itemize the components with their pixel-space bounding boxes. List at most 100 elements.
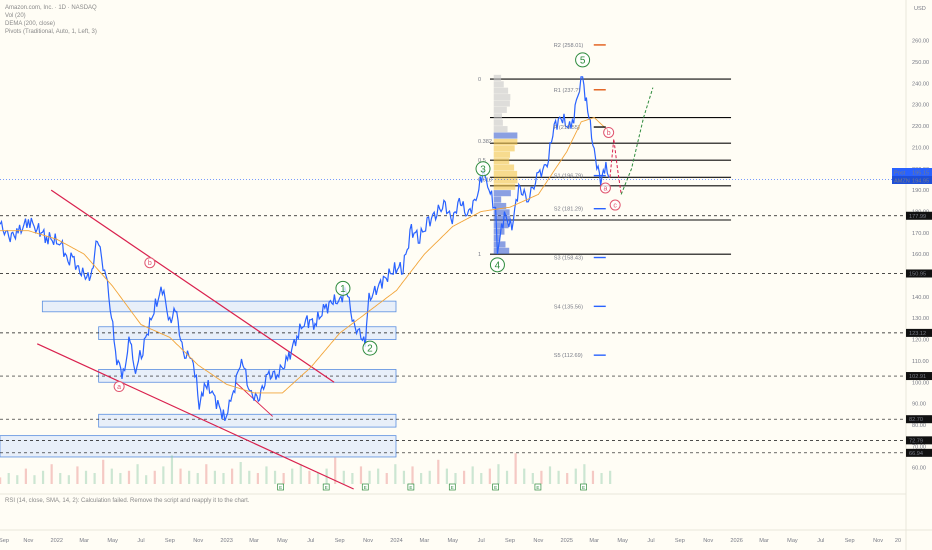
pivot-label: R2 (258.01) (554, 43, 584, 49)
earnings-marker (322, 483, 330, 491)
y-tick-label: 120.00 (912, 338, 929, 344)
price-label-box (906, 372, 932, 381)
profile-bar (493, 215, 511, 222)
volume-bar (102, 459, 105, 484)
profile-bar (493, 100, 510, 107)
profile-bar (493, 119, 503, 126)
wave-circle (113, 381, 125, 393)
wave-label: a (603, 185, 607, 192)
x-tick-label: Sep (505, 538, 515, 544)
rsi-error-text: RSI (14, close, SMA, 14, 2): Calculation… (5, 498, 250, 504)
earnings-letter: E (494, 485, 497, 490)
earnings-letter: E (582, 485, 585, 490)
volume-bar (454, 473, 457, 484)
indicator-vol[interactable]: Vol (20) (5, 13, 26, 19)
volume-bar (127, 470, 131, 484)
indicator-pivots[interactable]: Pivots (Traditional, Auto, 1, Left, 3) (5, 29, 97, 35)
price-label-text: 123.12 (909, 331, 926, 337)
x-tick-label: Jul (817, 538, 824, 544)
x-tick-label: 2025 (561, 538, 573, 544)
price-label-text: 102.91 (909, 374, 926, 380)
wave-label: b (607, 130, 611, 137)
wave-label: 2 (367, 344, 373, 355)
volume-bars (0, 453, 612, 484)
support-box-1 (41, 300, 397, 313)
y-tick-label: 90.00 (912, 402, 926, 408)
y-tick-label: 110.00 (912, 359, 929, 365)
profile-bar (493, 228, 505, 235)
earnings-marker (492, 483, 499, 491)
last-value: 194.95 (912, 179, 929, 185)
series-amzn (0, 76, 611, 422)
profile-bar (493, 209, 510, 216)
x-tick-label: Jul (307, 538, 314, 544)
x-tick-label: May (107, 538, 118, 544)
x-tick-label: 2022 (51, 538, 63, 544)
pivot-levels: R2 (258.01) R1 (237.?) P (219.55) S1 (196.7… (0, 43, 906, 359)
indicator-dema[interactable]: DEMA (200, close) (5, 21, 55, 27)
x-tick-label: 2023 (220, 538, 232, 544)
volume-bar (480, 473, 483, 484)
support-box-5 (0, 435, 397, 458)
profile-bar (493, 170, 518, 178)
volume-bar (67, 475, 70, 484)
price-label-box (906, 448, 932, 457)
y-tick-label: 250.00 (912, 60, 929, 66)
volume-bar (188, 470, 191, 484)
earnings-marker (407, 483, 415, 491)
volume-bar (222, 473, 225, 484)
volume-bar (16, 475, 19, 484)
y-tick-label: 220.00 (912, 124, 929, 130)
profile-bar (493, 132, 518, 139)
price-label-box (906, 436, 932, 445)
wave-circle (575, 52, 591, 68)
profile-bar (493, 247, 510, 254)
x-tick-label: 2026 (730, 538, 742, 544)
symbol-line: Amazon.com, Inc. · 1D · NASDAQ (5, 5, 97, 11)
volume-bar (7, 473, 10, 484)
pivot-label: R1 (237.?) (554, 88, 581, 94)
x-tick-label: Jul (137, 538, 144, 544)
y-tick-label: 70.00 (912, 444, 926, 450)
pivot-label: S4 (135.56) (554, 304, 583, 310)
volume-bar (497, 464, 500, 484)
x-tick-label: 2024 (390, 538, 402, 544)
channel-upper (50, 189, 335, 383)
wave-circle (144, 257, 156, 269)
profile-bar (493, 74, 502, 81)
wave-label: a (117, 384, 121, 391)
profile-bar (493, 87, 509, 94)
pivot-label: S1 (196.79) (554, 174, 583, 180)
volume-bar (505, 470, 509, 484)
x-tick-label: Sep (675, 538, 685, 544)
volume-bar (265, 466, 268, 484)
volume-bar (170, 455, 174, 484)
volume-bar (239, 462, 242, 484)
price-label-text: 72.79 (909, 438, 923, 444)
projection-paths (609, 87, 654, 195)
price-label-text: 177.99 (909, 214, 926, 220)
volume-bar (213, 470, 217, 484)
wave-label: 1 (340, 284, 346, 295)
x-tick-label: Nov (193, 538, 203, 544)
pivot-label: S2 (181.29) (554, 207, 583, 213)
volume-bar (291, 468, 294, 484)
wave-label: b (148, 260, 152, 267)
profile-bar (493, 81, 504, 88)
wave-circle (489, 257, 505, 273)
volume-bar (351, 473, 354, 484)
wave-label: 4 (495, 260, 501, 271)
volume-bar (574, 468, 577, 484)
profile-bar (493, 113, 502, 120)
fib-label: 1 (478, 252, 481, 258)
volume-bar (308, 470, 311, 484)
x-tick-label: Nov (23, 538, 33, 544)
x-tick-label: Mar (79, 538, 89, 544)
y-tick-label: 240.00 (912, 81, 929, 87)
earnings-marker (580, 483, 587, 491)
volume-bar (609, 470, 612, 484)
y-tick-label: 260.00 (912, 39, 929, 45)
